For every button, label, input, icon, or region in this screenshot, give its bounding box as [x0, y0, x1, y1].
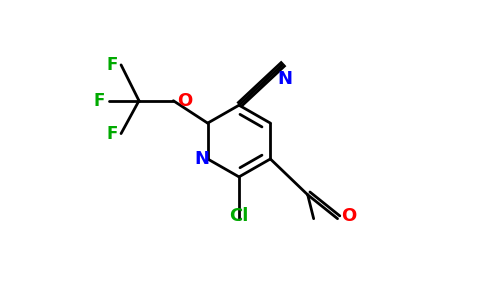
- Text: N: N: [278, 70, 293, 88]
- Text: F: F: [106, 56, 118, 74]
- Text: O: O: [177, 92, 192, 110]
- Text: F: F: [93, 92, 105, 110]
- Text: Cl: Cl: [229, 207, 249, 225]
- Text: O: O: [341, 207, 356, 225]
- Text: F: F: [106, 124, 118, 142]
- Text: N: N: [195, 150, 210, 168]
